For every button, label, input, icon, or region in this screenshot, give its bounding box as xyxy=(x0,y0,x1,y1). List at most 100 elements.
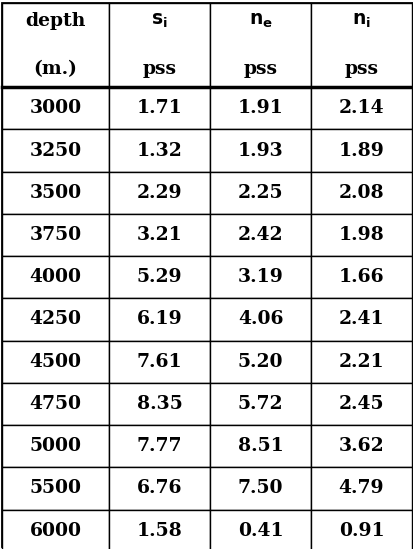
Bar xyxy=(2,214,109,256)
Text: 2.21: 2.21 xyxy=(338,352,383,371)
Text: 7.61: 7.61 xyxy=(136,352,182,371)
Bar xyxy=(109,467,209,509)
Bar xyxy=(310,425,411,467)
Text: 5.29: 5.29 xyxy=(137,268,182,286)
Bar xyxy=(109,509,209,549)
Text: $\mathbf{n_e}$: $\mathbf{n_e}$ xyxy=(248,12,272,31)
Text: 6.76: 6.76 xyxy=(137,479,182,497)
Bar xyxy=(2,425,109,467)
Text: 3.19: 3.19 xyxy=(237,268,283,286)
Bar xyxy=(109,3,209,87)
Text: 7.50: 7.50 xyxy=(237,479,282,497)
Text: 8.35: 8.35 xyxy=(136,395,182,413)
Text: 1.58: 1.58 xyxy=(136,522,182,540)
Text: 4500: 4500 xyxy=(30,352,81,371)
Text: 3500: 3500 xyxy=(29,184,81,202)
Bar xyxy=(310,467,411,509)
Text: 5.20: 5.20 xyxy=(237,352,282,371)
Bar xyxy=(310,383,411,425)
Bar xyxy=(2,256,109,298)
Text: 4.79: 4.79 xyxy=(338,479,383,497)
Bar xyxy=(2,3,109,87)
Bar xyxy=(310,256,411,298)
Bar xyxy=(109,425,209,467)
Bar xyxy=(109,214,209,256)
Bar xyxy=(109,298,209,340)
Text: 1.93: 1.93 xyxy=(237,142,283,160)
Text: 1.71: 1.71 xyxy=(136,99,182,117)
Text: 0.91: 0.91 xyxy=(338,522,383,540)
Text: (m.): (m.) xyxy=(33,60,77,77)
Text: 2.41: 2.41 xyxy=(338,311,383,328)
Bar xyxy=(310,340,411,383)
Bar xyxy=(2,172,109,214)
Text: 0.41: 0.41 xyxy=(237,522,282,540)
Text: 1.91: 1.91 xyxy=(237,99,283,117)
Bar xyxy=(209,509,310,549)
Text: 3000: 3000 xyxy=(29,99,81,117)
Text: 1.66: 1.66 xyxy=(338,268,383,286)
Text: 8.51: 8.51 xyxy=(237,437,283,455)
Bar xyxy=(2,130,109,172)
Text: 2.08: 2.08 xyxy=(338,184,383,202)
Bar xyxy=(209,383,310,425)
Bar xyxy=(109,130,209,172)
Bar xyxy=(310,172,411,214)
Text: 3.62: 3.62 xyxy=(338,437,383,455)
Text: depth: depth xyxy=(25,12,85,30)
Text: 1.89: 1.89 xyxy=(338,142,383,160)
Bar xyxy=(310,87,411,130)
Bar xyxy=(109,383,209,425)
Bar xyxy=(109,87,209,130)
Bar xyxy=(310,214,411,256)
Text: 5.72: 5.72 xyxy=(237,395,282,413)
Bar xyxy=(310,130,411,172)
Text: 1.98: 1.98 xyxy=(338,226,383,244)
Text: 2.14: 2.14 xyxy=(338,99,383,117)
Text: 2.45: 2.45 xyxy=(338,395,383,413)
Bar xyxy=(2,340,109,383)
Bar xyxy=(209,3,310,87)
Bar xyxy=(209,214,310,256)
Text: 1.32: 1.32 xyxy=(136,142,182,160)
Bar xyxy=(209,340,310,383)
Text: 4250: 4250 xyxy=(30,311,81,328)
Bar xyxy=(109,256,209,298)
Bar xyxy=(2,509,109,549)
Bar xyxy=(209,467,310,509)
Bar xyxy=(209,172,310,214)
Bar xyxy=(209,130,310,172)
Text: 3750: 3750 xyxy=(29,226,81,244)
Bar xyxy=(310,509,411,549)
Bar xyxy=(109,340,209,383)
Bar xyxy=(209,256,310,298)
Bar xyxy=(2,298,109,340)
Text: pss: pss xyxy=(243,60,277,77)
Text: 3250: 3250 xyxy=(29,142,81,160)
Bar xyxy=(310,3,411,87)
Text: 4750: 4750 xyxy=(30,395,81,413)
Text: 5500: 5500 xyxy=(30,479,81,497)
Bar xyxy=(209,425,310,467)
Bar xyxy=(2,87,109,130)
Bar xyxy=(2,467,109,509)
Text: 7.77: 7.77 xyxy=(137,437,182,455)
Bar xyxy=(209,87,310,130)
Text: 4.06: 4.06 xyxy=(237,311,282,328)
Text: pss: pss xyxy=(142,60,176,77)
Text: 4000: 4000 xyxy=(30,268,81,286)
Bar xyxy=(209,298,310,340)
Bar xyxy=(310,298,411,340)
Text: 2.25: 2.25 xyxy=(237,184,282,202)
Text: $\mathbf{s_i}$: $\mathbf{s_i}$ xyxy=(151,12,168,31)
Text: 6000: 6000 xyxy=(30,522,81,540)
Text: 6.19: 6.19 xyxy=(136,311,182,328)
Bar xyxy=(2,383,109,425)
Text: pss: pss xyxy=(344,60,377,77)
Text: 5000: 5000 xyxy=(30,437,81,455)
Bar xyxy=(109,172,209,214)
Text: $\mathbf{n_i}$: $\mathbf{n_i}$ xyxy=(351,12,370,31)
Text: 2.29: 2.29 xyxy=(137,184,182,202)
Text: 3.21: 3.21 xyxy=(136,226,182,244)
Text: 2.42: 2.42 xyxy=(237,226,282,244)
